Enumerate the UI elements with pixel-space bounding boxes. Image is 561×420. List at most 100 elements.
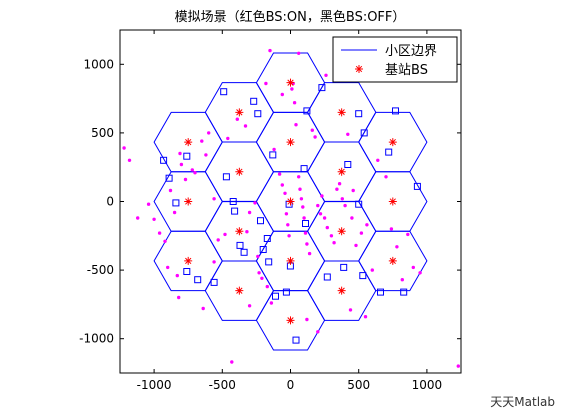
square-marker bbox=[340, 263, 348, 271]
square-marker bbox=[254, 110, 262, 118]
user-point bbox=[332, 241, 336, 245]
square-marker bbox=[222, 173, 230, 181]
square-marker bbox=[392, 107, 399, 115]
square-marker bbox=[360, 129, 368, 137]
user-point bbox=[178, 151, 182, 156]
user-point bbox=[280, 92, 284, 97]
user-point bbox=[207, 131, 211, 135]
base-station-star bbox=[286, 316, 295, 325]
user-point bbox=[212, 197, 216, 201]
chart-title: 模拟场景（红色BS:ON，黑色BS:OFF） bbox=[175, 9, 406, 25]
user-point bbox=[243, 124, 248, 128]
y-tick-label: -500 bbox=[87, 263, 114, 277]
square-marker bbox=[323, 273, 331, 281]
user-point bbox=[177, 295, 181, 300]
user-point bbox=[260, 276, 264, 280]
user-point bbox=[340, 197, 344, 201]
user-point bbox=[406, 232, 410, 237]
user-point bbox=[235, 117, 239, 121]
user-point bbox=[318, 212, 323, 216]
square-marker bbox=[292, 336, 300, 344]
user-point bbox=[212, 260, 216, 264]
y-tick-label: 0 bbox=[106, 195, 114, 209]
watermark: 天天Matlab bbox=[490, 395, 555, 409]
user-point bbox=[294, 123, 298, 127]
user-point bbox=[277, 172, 282, 176]
user-point bbox=[370, 268, 374, 272]
user-point bbox=[335, 187, 339, 191]
axes: -1000 -500 0 500 1000 -1000 -500 0 500 1000 bbox=[79, 29, 462, 392]
square-marker bbox=[160, 156, 168, 164]
legend-label: 基站BS bbox=[385, 63, 428, 78]
user-point bbox=[346, 132, 350, 136]
user-point bbox=[305, 317, 309, 322]
square-marker bbox=[377, 288, 384, 296]
base-station-star bbox=[184, 138, 193, 147]
user-point bbox=[301, 205, 305, 209]
user-point bbox=[313, 135, 317, 139]
user-point bbox=[292, 101, 297, 105]
legend-label: 小区边界 bbox=[385, 44, 437, 59]
user-point bbox=[354, 243, 358, 248]
base-station-star bbox=[388, 197, 397, 206]
user-point bbox=[201, 306, 205, 311]
user-point bbox=[166, 265, 170, 270]
base-station-star bbox=[286, 197, 295, 206]
x-tick-label: -1000 bbox=[137, 378, 172, 392]
base-station-star bbox=[337, 167, 346, 176]
user-point bbox=[247, 304, 252, 308]
square-marker bbox=[303, 107, 311, 115]
user-point bbox=[329, 234, 334, 238]
square-marker bbox=[355, 200, 363, 208]
user-point bbox=[298, 187, 302, 191]
square-marker bbox=[250, 97, 258, 105]
user-point bbox=[265, 284, 269, 289]
user-point bbox=[343, 203, 347, 208]
base-station-star bbox=[235, 108, 244, 117]
user-point bbox=[280, 183, 284, 187]
square-marker bbox=[165, 174, 173, 182]
base-station-star bbox=[337, 286, 346, 295]
square-marker bbox=[210, 278, 218, 286]
user-point bbox=[395, 245, 399, 249]
user-point bbox=[183, 177, 188, 182]
square-marker bbox=[318, 84, 326, 92]
square-marker bbox=[413, 182, 421, 190]
user-point bbox=[384, 175, 388, 179]
user-point bbox=[256, 254, 260, 259]
legend-star-swatch bbox=[355, 65, 363, 73]
user-point bbox=[363, 315, 368, 319]
base-station-star bbox=[235, 227, 244, 236]
user-point bbox=[324, 73, 328, 78]
user-point bbox=[204, 153, 208, 157]
user-point bbox=[411, 265, 415, 270]
square-marker bbox=[344, 161, 352, 168]
user-point bbox=[325, 225, 329, 230]
cell-hexagon bbox=[358, 230, 428, 292]
user-point bbox=[268, 48, 272, 53]
x-tick-label: 500 bbox=[347, 378, 370, 392]
user-point bbox=[264, 81, 268, 86]
square-marker bbox=[282, 288, 290, 296]
user-point bbox=[226, 136, 230, 141]
user-point bbox=[310, 128, 314, 132]
user-point bbox=[146, 202, 151, 206]
square-marker bbox=[272, 292, 279, 300]
square-marker bbox=[259, 246, 267, 253]
base-station-star bbox=[184, 197, 193, 206]
square-marker bbox=[183, 268, 191, 275]
square-marker bbox=[385, 148, 393, 156]
base-station-markers bbox=[184, 78, 397, 325]
user-point bbox=[400, 278, 404, 282]
base-station-star bbox=[337, 108, 346, 117]
user-point bbox=[348, 308, 353, 312]
square-marker bbox=[302, 220, 309, 227]
x-tick-label: 1000 bbox=[412, 378, 443, 392]
user-point bbox=[351, 188, 355, 193]
user-point bbox=[307, 251, 312, 256]
base-station-star bbox=[235, 167, 244, 176]
user-point bbox=[163, 239, 167, 243]
base-station-star bbox=[337, 227, 346, 236]
